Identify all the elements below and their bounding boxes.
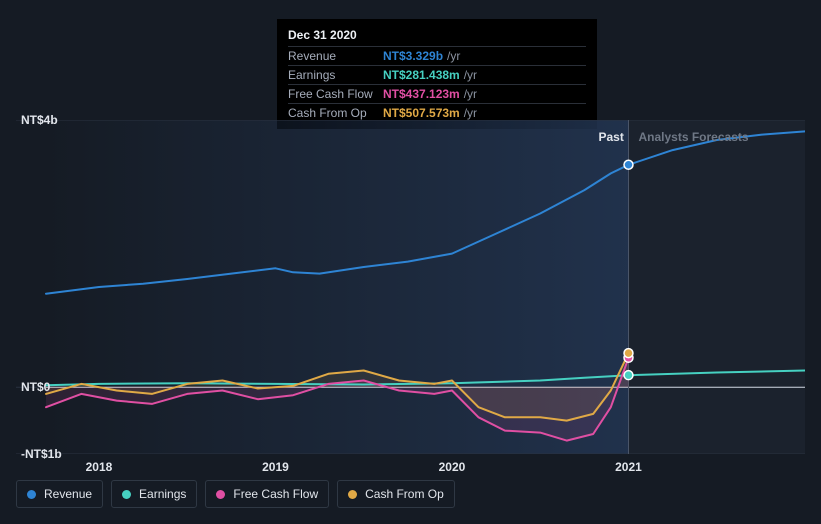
- y-axis-label: NT$4b: [21, 113, 58, 127]
- tooltip-row-value: NT$281.438m: [383, 68, 460, 82]
- region-label-past: Past: [598, 130, 623, 144]
- tooltip-row-value: NT$3.329b: [383, 49, 443, 63]
- y-axis-label: NT$0: [21, 380, 50, 394]
- tooltip-row-label: Earnings: [288, 68, 383, 82]
- x-axis-label: 2021: [615, 460, 642, 474]
- tooltip-row-label: Cash From Op: [288, 106, 383, 120]
- legend-label: Cash From Op: [365, 487, 444, 501]
- legend-item-cfo[interactable]: Cash From Op: [337, 480, 455, 508]
- tooltip-row: Free Cash FlowNT$437.123m/yr: [288, 84, 586, 103]
- legend-label: Earnings: [139, 487, 186, 501]
- x-axis-label: 2019: [262, 460, 289, 474]
- legend-item-revenue[interactable]: Revenue: [16, 480, 103, 508]
- tooltip-row-label: Free Cash Flow: [288, 87, 383, 101]
- legend-swatch: [27, 490, 36, 499]
- legend-swatch: [122, 490, 131, 499]
- tooltip-row: EarningsNT$281.438m/yr: [288, 65, 586, 84]
- tooltip-row-unit: /yr: [464, 106, 477, 120]
- financials-chart[interactable]: NT$4bNT$0-NT$1b PastAnalysts Forecasts 2…: [16, 120, 805, 454]
- tooltip-row-unit: /yr: [447, 49, 460, 63]
- tooltip-row-label: Revenue: [288, 49, 383, 63]
- tooltip-row-value: NT$507.573m: [383, 106, 460, 120]
- legend-swatch: [348, 490, 357, 499]
- legend-item-earnings[interactable]: Earnings: [111, 480, 197, 508]
- x-axis-labels: 2018 2019 2020 2021: [16, 460, 805, 478]
- y-axis-label: -NT$1b: [21, 447, 62, 461]
- legend-label: Revenue: [44, 487, 92, 501]
- x-axis-label: 2018: [86, 460, 113, 474]
- tooltip-row-value: NT$437.123m: [383, 87, 460, 101]
- page: Dec 31 2020 RevenueNT$3.329b/yrEarningsN…: [0, 0, 821, 524]
- tooltip-row-unit: /yr: [464, 87, 477, 101]
- chart-canvas: [16, 120, 805, 454]
- tooltip-date: Dec 31 2020: [288, 26, 586, 46]
- x-axis-label: 2020: [439, 460, 466, 474]
- legend-label: Free Cash Flow: [233, 487, 318, 501]
- chart-tooltip: Dec 31 2020 RevenueNT$3.329b/yrEarningsN…: [277, 19, 597, 129]
- chart-legend: Revenue Earnings Free Cash Flow Cash From O…: [16, 480, 455, 508]
- region-label-forecast: Analysts Forecasts: [638, 130, 748, 144]
- legend-item-fcf[interactable]: Free Cash Flow: [205, 480, 329, 508]
- tooltip-row-unit: /yr: [464, 68, 477, 82]
- tooltip-row: RevenueNT$3.329b/yr: [288, 46, 586, 65]
- legend-swatch: [216, 490, 225, 499]
